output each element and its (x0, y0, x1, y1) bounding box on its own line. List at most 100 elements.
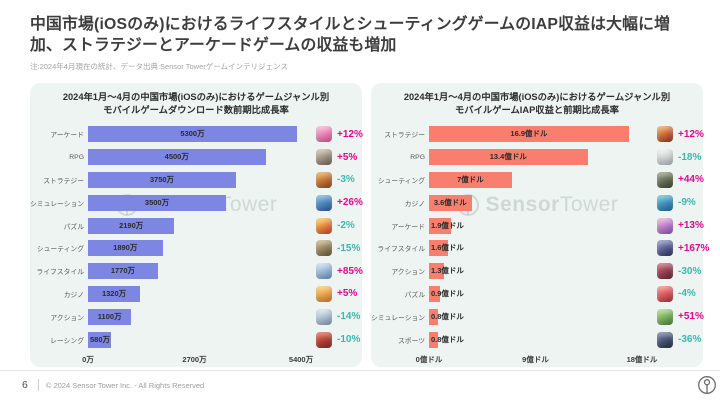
chart-row: RPG 13.4億ドル -18% (371, 146, 703, 169)
x-axis-tick: 0万 (82, 354, 94, 364)
rpg-game-app-icon (316, 149, 332, 166)
chart-title: 2024年1月〜4月の中国市場(iOSのみ)におけるゲームジャンル別 (403, 92, 671, 102)
category-label: RPG (69, 153, 84, 161)
growth-rate-label: +85% (337, 265, 363, 277)
bar-value-label: 0.9億ドル (431, 288, 464, 298)
charts-container: 2024年1月〜4月の中国市場(iOSのみ)におけるゲームジャンル別 モバイルゲ… (30, 83, 709, 367)
growth-rate-label: -30% (678, 265, 702, 277)
footer-separator (37, 379, 39, 391)
category-label: シミュレーション (371, 314, 426, 322)
growth-rate-label: +12% (678, 128, 704, 140)
x-axis-tick: 2700万 (182, 354, 207, 364)
chart-subtitle: モバイルゲームダウンロード数前期比成長率 (103, 105, 289, 115)
growth-rate-label: -2% (337, 220, 355, 232)
growth-rate-label: +5% (337, 288, 358, 300)
bar (429, 194, 472, 211)
bar-value-label: 2190万 (119, 220, 144, 230)
bar-value-label: 16.9億ドル (510, 129, 548, 139)
bar (429, 217, 452, 234)
casino-game-app-icon (316, 285, 332, 302)
chart-row: スポーツ 0.8億ドル -36% (371, 328, 703, 351)
growth-rate-label: +12% (337, 128, 363, 140)
category-label: パズル (63, 223, 84, 231)
bar-value-label: 1.9億ドル (431, 220, 464, 230)
sensor-tower-logo-icon (698, 376, 716, 394)
chart-row: ライフスタイル 1.6億ドル +167% (371, 237, 709, 260)
bar-track: 0.8億ドル (429, 331, 642, 348)
chart-row: RPG 4500万 +5% (30, 146, 362, 169)
chart-row: ストラテジー 3750万 -3% (30, 169, 362, 192)
bar (88, 194, 227, 211)
chart-row: アクション 1100万 -14% (30, 305, 362, 328)
chart-row: ライフスタイル 1770万 +85% (30, 260, 363, 283)
casino-game-app-icon (657, 194, 673, 211)
bar-value-label: 4500万 (164, 152, 189, 162)
bar-value-label: 3750万 (149, 174, 175, 184)
bar-track: 0.8億ドル (429, 308, 642, 325)
growth-rate-label: +5% (337, 151, 358, 163)
shooting-game-app-icon (657, 171, 673, 188)
growth-rate-label: +51% (678, 311, 704, 323)
category-label: ライフスタイル (377, 246, 425, 254)
footer-divider (0, 370, 720, 371)
bar-track: 2190万 (88, 217, 301, 234)
bar-value-label: 1.3億ドル (431, 266, 464, 276)
arcade-game-app-icon (657, 217, 673, 234)
chart-row: シューティング 7億ドル +44% (371, 169, 704, 192)
bar-value-label: 7億ドル (457, 174, 484, 184)
simulation-game-app-icon (657, 308, 673, 325)
bar-track: 580万 (88, 331, 301, 348)
growth-rate-label: -3% (337, 174, 355, 186)
puzzle-game-app-icon (657, 285, 673, 302)
arcade-game-app-icon (316, 126, 332, 143)
bar-track: 3.6億ドル (429, 194, 642, 211)
bar-track: 1100万 (88, 308, 301, 325)
x-axis-tick: 0億ドル (415, 354, 443, 364)
bar-value-label: 3500万 (144, 197, 170, 207)
bar-track: 5300万 (88, 126, 301, 143)
slide-header: 中国市場(iOSのみ)におけるライフスタイルとシューティングゲームのIAP収益は… (30, 14, 698, 72)
chart-row: レーシング 580万 -10% (30, 328, 362, 351)
chart-row: アーケード 1.9億ドル +13% (371, 214, 704, 237)
footer: 6 © 2024 Sensor Tower Inc. - All Rights … (22, 379, 204, 391)
chart-rows: ストラテジー 16.9億ドル +12% RPG 13.4億ドル -18% シューティング 7億… (371, 123, 709, 351)
bar-value-label: 0.8億ドル (431, 334, 464, 344)
bar-track: 7億ドル (429, 171, 642, 188)
x-axis-tick: 5400万 (288, 354, 314, 364)
source-note: 注:2024年4月現在の統計、データ出典:Sensor Towerゲームインテリ… (30, 62, 288, 71)
category-label: シミュレーション (30, 200, 85, 208)
chart-row: アクション 1.3億ドル -30% (371, 260, 703, 283)
bar (429, 171, 512, 188)
chart-row: パズル 0.9億ドル -4% (371, 283, 703, 306)
sports-game-app-icon (657, 331, 673, 348)
bar-track: 1890万 (88, 240, 301, 257)
bar-track: 3500万 (88, 194, 301, 211)
bar-track: 1320万 (88, 285, 301, 302)
shooting-game-app-icon (316, 240, 332, 257)
strategy-game-app-icon (316, 171, 332, 188)
bar-value-label: 1.6億ドル (431, 243, 464, 253)
bar-value-label: 1100万 (97, 311, 122, 321)
category-label: カジノ (404, 200, 425, 208)
bar-track: 13.4億ドル (429, 149, 642, 166)
category-label: ライフスタイル (36, 269, 84, 277)
chart-subtitle: モバイルゲームIAP収益と前期比成長率 (455, 105, 619, 115)
bar (88, 171, 236, 188)
bar-value-label: 0.8億ドル (431, 311, 464, 321)
bar-value-label: 1770万 (110, 266, 135, 276)
bar-track: 3750万 (88, 171, 301, 188)
chart-rows: アーケード 5300万 +12% RPG 4500万 +5% ストラテジー 3750万 -3% シ… (30, 123, 363, 351)
chart-row: シミュレーション 0.8億ドル +51% (371, 305, 704, 328)
bar (429, 240, 448, 257)
bar-track: 1.3億ドル (429, 263, 642, 280)
bar (429, 126, 629, 143)
bar (88, 263, 158, 280)
category-label: アクション (391, 269, 425, 277)
bar (429, 331, 439, 348)
category-label: レーシング (50, 337, 84, 345)
chart-title: 2024年1月〜4月の中国市場(iOSのみ)におけるゲームジャンル別 (62, 92, 330, 102)
category-label: パズル (404, 291, 425, 299)
bar (429, 263, 445, 280)
action-game-app-icon (657, 263, 673, 280)
category-label: アクション (50, 314, 84, 322)
